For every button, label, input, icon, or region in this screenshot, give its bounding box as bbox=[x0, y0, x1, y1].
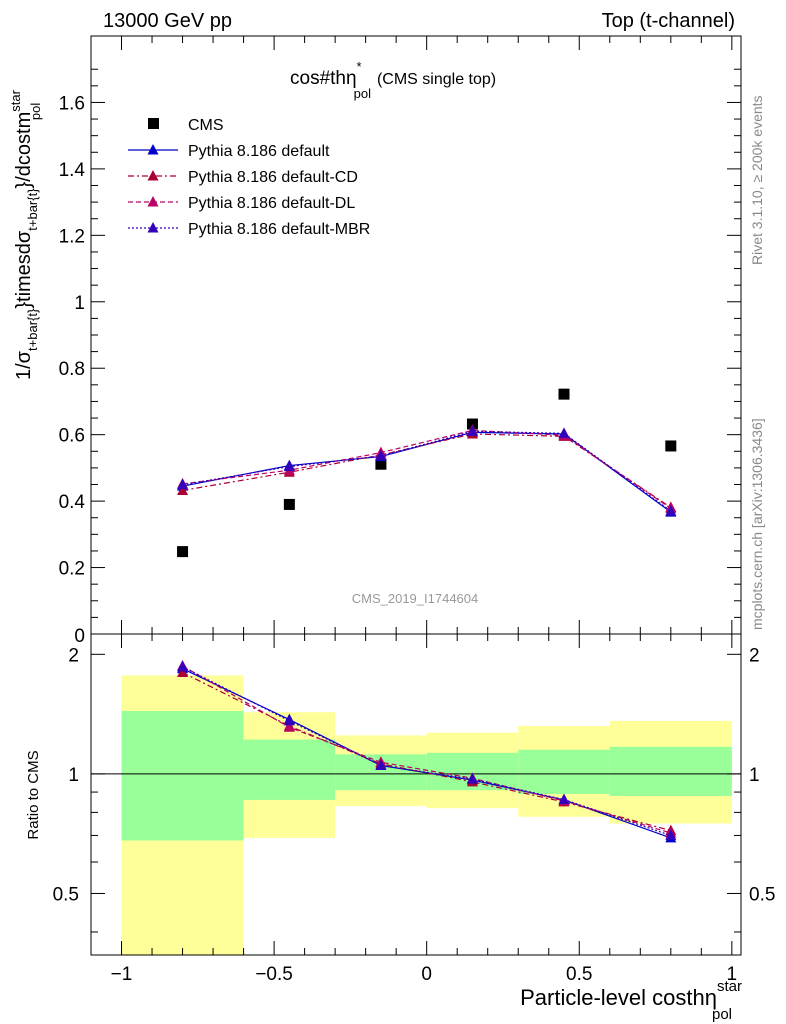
ratio-y-tick-label: 0.5 bbox=[53, 884, 79, 905]
y-tick-label: 0.6 bbox=[59, 426, 85, 447]
legend-marker bbox=[147, 170, 159, 181]
mc-series-2-line bbox=[182, 433, 672, 508]
ylabel-c-sub: pol bbox=[28, 103, 43, 120]
title-main: cos#thη bbox=[290, 68, 357, 89]
mc-series-3-line bbox=[182, 429, 672, 509]
ylabel-a-sub: t+bar{t} bbox=[25, 308, 40, 351]
mc-series-4-point bbox=[665, 505, 677, 516]
y-tick-label: 0.2 bbox=[59, 559, 85, 580]
x-tick-label: −1 bbox=[111, 964, 133, 985]
mc-series-4-point bbox=[466, 425, 478, 436]
xlabel-sup: star bbox=[717, 978, 742, 995]
legend-marker-cms bbox=[148, 118, 159, 129]
rivet-label: Rivet 3.1.10, ≥ 200k events bbox=[749, 95, 765, 265]
x-axis-label: Particle-level costhηstar pol bbox=[520, 978, 742, 1023]
y-tick-label: 1.2 bbox=[59, 226, 85, 247]
ratio-series-3-point bbox=[283, 714, 295, 726]
y-tick-label: 1.6 bbox=[59, 93, 85, 114]
band-green bbox=[609, 746, 732, 796]
ratio-frame bbox=[90, 633, 742, 956]
ratio-series-2-line bbox=[182, 665, 671, 834]
band-green bbox=[243, 739, 336, 800]
y-tick-label: 0.8 bbox=[59, 359, 85, 380]
ratio-y-tick-label: 0.5 bbox=[749, 884, 775, 905]
uncertainty-bands bbox=[121, 675, 732, 955]
ratio-series-1-point bbox=[177, 666, 189, 677]
ratio-series-2-point bbox=[283, 721, 295, 732]
legend: CMS Pythia 8.186 default Pythia 8.186 defa… bbox=[128, 117, 370, 238]
header-left: 13000 GeV pp bbox=[103, 10, 232, 32]
cms-data-point bbox=[375, 458, 387, 470]
ratio-y-label: Ratio to CMS bbox=[25, 750, 42, 839]
legend-marker bbox=[147, 196, 159, 207]
plot-title: cos#thη* pol (CMS single top) bbox=[290, 59, 496, 101]
ylabel-c: }/dcostm bbox=[13, 112, 35, 189]
mc-series-2-point bbox=[177, 484, 189, 495]
ratio-y-tick-label: 1 bbox=[68, 765, 79, 786]
y-tick-label: 1.4 bbox=[59, 160, 86, 181]
cms-data-point bbox=[558, 388, 570, 400]
ylabel-b-sub: t+bar{t} bbox=[25, 188, 40, 231]
x-tick-label: 0.5 bbox=[566, 964, 592, 985]
cms-data-point bbox=[665, 440, 677, 452]
mcplots-label: mcplots.cern.ch [arXiv:1306.3436] bbox=[749, 418, 765, 630]
xlabel-sub: pol bbox=[712, 1006, 732, 1023]
cms-data-point bbox=[283, 498, 295, 510]
series-layer bbox=[177, 388, 677, 843]
legend-marker bbox=[147, 144, 159, 155]
title-suffix: (CMS single top) bbox=[377, 71, 496, 88]
ylabel-c-sup: star bbox=[8, 89, 23, 111]
cms-data-point bbox=[466, 418, 478, 430]
ratio-series-3-point bbox=[466, 773, 478, 784]
ratio-y-tick-label: 1 bbox=[749, 765, 760, 786]
ratio-series-3-point bbox=[558, 793, 570, 805]
analysis-watermark: CMS_2019_I1744604 bbox=[352, 591, 479, 606]
legend-label: Pythia 8.186 default-CD bbox=[188, 169, 358, 186]
axes-frames: 0.2 0.4 0.6 0.8 1 1.2 1.4 1.6 0 −1 −0.5 0 0.5 1 0.5 0.5… bbox=[53, 35, 775, 985]
mc-series-4-point bbox=[177, 478, 189, 490]
header-right: Top (t-channel) bbox=[602, 10, 735, 32]
legend-label: Pythia 8.186 default-DL bbox=[188, 195, 355, 212]
title-sub: pol bbox=[354, 86, 371, 101]
mc-series-4-point bbox=[558, 427, 570, 438]
ratio-y-tick-label: 2 bbox=[68, 645, 79, 666]
ylabel-b: }timesdσ bbox=[13, 230, 35, 309]
band-green bbox=[518, 749, 610, 794]
ratio-series-3-point bbox=[177, 660, 189, 672]
mc-series-4-line bbox=[182, 430, 672, 512]
legend-marker bbox=[147, 222, 159, 233]
mc-series-4-point bbox=[375, 449, 387, 461]
x-tick-label: 0 bbox=[421, 964, 432, 985]
cms-data-point bbox=[177, 546, 189, 558]
ratio-series-3-point bbox=[665, 829, 677, 840]
x-tick-label: 1 bbox=[727, 964, 738, 985]
y-tick-label: 1 bbox=[74, 293, 85, 314]
band-green bbox=[121, 710, 244, 841]
y-tick-label: 0.4 bbox=[59, 492, 86, 513]
y-tick-label: 0 bbox=[74, 626, 85, 647]
ylabel-a: 1/σ bbox=[13, 350, 35, 380]
mc-series-4-point bbox=[283, 460, 295, 472]
legend-label: Pythia 8.186 default-MBR bbox=[188, 221, 370, 238]
ratio-series-3-point bbox=[375, 759, 387, 770]
title-sup: * bbox=[357, 59, 362, 74]
y-axis-label: 1/σt+bar{t}}timesdσt+bar{t}}/dcostmstar p… bbox=[8, 89, 43, 380]
xlabel-main: Particle-level costhη bbox=[520, 985, 717, 1010]
x-tick-label: −0.5 bbox=[255, 964, 293, 985]
legend-label: CMS bbox=[188, 117, 224, 134]
legend-label: Pythia 8.186 default bbox=[188, 143, 330, 160]
ratio-y-tick-label: 2 bbox=[749, 645, 760, 666]
